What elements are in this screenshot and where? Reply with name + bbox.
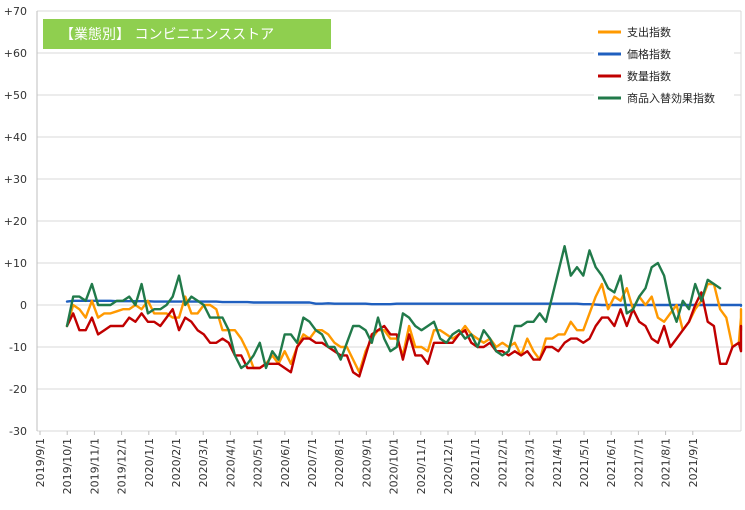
- x-axis-ticks: 2019/9/1 2019/10/1 2019/11/1 2019/12/1 2020/…: [34, 431, 700, 494]
- legend-label: 商品入替効果指数: [627, 91, 715, 105]
- series-lines: [65, 244, 743, 378]
- x-tick-label: 2021/9/1: [687, 438, 700, 487]
- legend-label: 数量指数: [627, 69, 671, 83]
- x-tick-label: 2021/2/1: [496, 438, 509, 487]
- x-tick-label: 2021/6/1: [605, 438, 618, 487]
- y-tick-label: +20: [4, 215, 27, 228]
- y-tick-label: +50: [4, 89, 27, 102]
- x-tick-label: 2021/5/1: [578, 438, 591, 487]
- x-tick-label: 2020/1/1: [143, 438, 156, 487]
- x-tick-label: 2020/8/1: [333, 438, 346, 487]
- y-tick-label: +40: [4, 131, 27, 144]
- y-tick-label: +70: [4, 5, 27, 18]
- x-tick-label: 2020/2/1: [170, 438, 183, 487]
- x-tick-label: 2019/11/1: [88, 438, 101, 494]
- legend-label: 支出指数: [627, 25, 671, 39]
- title-box: 【業態別】 コンビニエンスストア: [43, 19, 331, 49]
- x-tick-label: 2020/6/1: [279, 438, 292, 487]
- y-tick-label: -30: [9, 425, 27, 438]
- x-tick-label: 2020/4/1: [224, 438, 237, 487]
- x-tick-label: 2020/9/1: [360, 438, 373, 487]
- x-tick-label: 2020/11/1: [415, 438, 428, 494]
- x-tick-label: 2020/7/1: [306, 438, 319, 487]
- y-tick-label: -10: [9, 341, 27, 354]
- y-tick-label: -20: [9, 383, 27, 396]
- y-axis-ticks: +70 +60 +50 +40 +30 +20 +10 0 -10 -20 -30: [4, 5, 27, 438]
- x-tick-label: 2021/7/1: [632, 438, 645, 487]
- y-tick-label: +10: [4, 257, 27, 270]
- y-tick-label: +30: [4, 173, 27, 186]
- series-line-1: [65, 299, 743, 307]
- gridlines: [36, 10, 742, 432]
- y-tick-label: +60: [4, 47, 27, 60]
- x-tick-label: 2021/1/1: [469, 438, 482, 487]
- x-tick-label: 2019/10/1: [61, 438, 74, 494]
- title-background: [43, 19, 331, 49]
- series-line-2: [65, 291, 743, 378]
- x-tick-label: 2021/8/1: [660, 438, 673, 487]
- legend-label: 価格指数: [627, 47, 671, 61]
- series-line-3: [65, 244, 722, 370]
- chart-title: 【業態別】 コンビニエンスストア: [60, 27, 274, 43]
- x-tick-label: 2021/4/1: [551, 438, 564, 487]
- x-tick-label: 2020/5/1: [252, 438, 265, 487]
- x-tick-label: 2019/12/1: [116, 438, 129, 494]
- x-tick-label: 2020/10/1: [388, 438, 401, 494]
- x-tick-label: 2019/9/1: [34, 438, 47, 487]
- x-tick-label: 2020/12/1: [442, 438, 455, 494]
- x-tick-label: 2020/3/1: [197, 438, 210, 487]
- x-tick-label: 2021/3/1: [524, 438, 537, 487]
- y-tick-label: 0: [20, 299, 27, 312]
